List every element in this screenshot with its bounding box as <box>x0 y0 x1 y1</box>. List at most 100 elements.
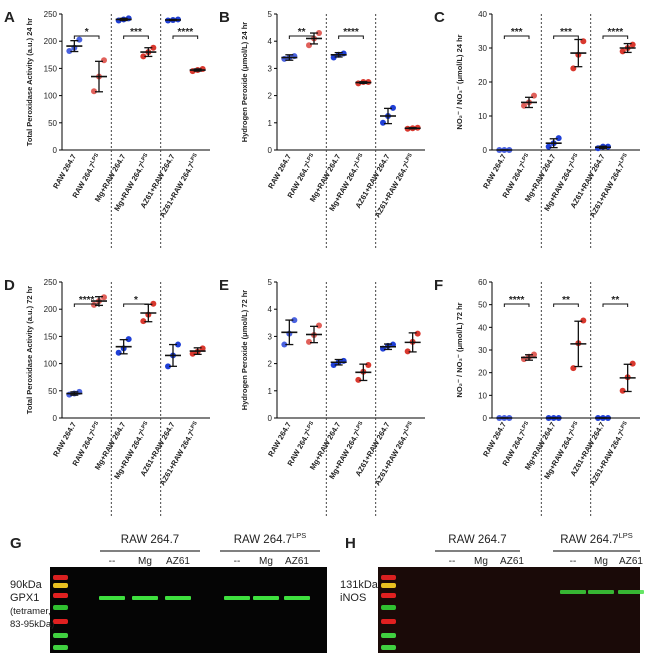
category-name: RAW 264.7 <box>285 430 312 468</box>
category-name: RAW 264.7 <box>70 162 97 200</box>
data-point <box>199 345 206 352</box>
group-header: RAW 264.7LPS <box>560 531 633 546</box>
y-tick-label: 10 <box>478 112 487 121</box>
data-point <box>555 135 562 142</box>
category-name: RAW 264.7 <box>285 162 312 200</box>
lane-label: Mg <box>474 556 488 567</box>
data-point <box>580 317 587 324</box>
ladder-band <box>381 619 396 624</box>
significance-label: ** <box>562 295 570 306</box>
category-name: RAW 264.7 <box>51 421 78 459</box>
data-point <box>175 341 181 348</box>
y-axis-label: Total Peroxidase Activity (a.u.) 24 hr <box>25 18 34 146</box>
ladder-band <box>381 633 396 638</box>
y-tick-label: 60 <box>478 278 487 287</box>
marker-label: 90kDa <box>10 579 43 591</box>
significance-bracket <box>123 35 149 39</box>
significance-label: **** <box>178 27 194 38</box>
y-tick-label: 0 <box>268 414 273 423</box>
y-tick-label: 250 <box>44 10 58 19</box>
y-tick-label: 0 <box>483 414 488 423</box>
lane-label: -- <box>109 556 116 567</box>
significance-bracket <box>503 35 530 39</box>
category-superscript: LPS <box>618 152 629 165</box>
significance-label: **** <box>79 295 95 306</box>
protein-band <box>165 596 191 600</box>
marker-label: (tetramer, <box>10 606 51 617</box>
ladder-band <box>53 645 68 650</box>
significance-label: *** <box>130 27 142 38</box>
category-name: RAW 264.7 <box>500 162 527 200</box>
ladder-band <box>53 605 68 610</box>
ladder-band <box>381 593 396 598</box>
lane-label: Mg <box>594 556 608 567</box>
significance-bracket <box>602 35 629 39</box>
group-name: RAW 264.7 <box>234 534 292 546</box>
y-axis-label: Total Peroxidase Activity (a.u.) 72 hr <box>25 286 34 414</box>
category-superscript: LPS <box>139 420 150 433</box>
category-superscript: LPS <box>403 152 414 165</box>
protein-band <box>132 596 158 600</box>
panel-label: B <box>219 9 230 26</box>
lane-label: Mg <box>259 556 273 567</box>
data-point <box>150 300 157 307</box>
category-name: RAW 264.7 <box>481 421 508 459</box>
data-point <box>531 351 537 358</box>
y-tick-label: 4 <box>268 37 273 46</box>
protein-band <box>224 596 250 600</box>
data-point <box>355 376 362 383</box>
y-tick-label: 0 <box>268 146 273 155</box>
y-tick-label: 250 <box>44 278 58 287</box>
group-name: RAW 264.7 <box>121 534 179 546</box>
significance-bracket <box>338 35 364 39</box>
panel-label: A <box>4 9 15 26</box>
category-name: RAW 264.7 <box>51 153 78 191</box>
significance-bracket <box>123 303 149 307</box>
ladder-band <box>381 575 396 580</box>
significance-label: *** <box>511 27 523 38</box>
data-point <box>101 294 107 301</box>
significance-label: ** <box>298 27 306 38</box>
lane-label: -- <box>234 556 241 567</box>
data-point <box>165 363 171 370</box>
y-axis-label: Hydrogen Peroxide (μmol/L) 24 hr <box>240 22 249 143</box>
marker-label: 83-95kDa) <box>10 619 54 630</box>
data-point <box>365 361 372 368</box>
y-tick-label: 0 <box>483 146 488 155</box>
y-tick-label: 100 <box>44 92 58 101</box>
y-tick-label: 200 <box>44 305 58 314</box>
protein-band <box>618 590 644 594</box>
y-tick-label: 40 <box>478 10 487 19</box>
ladder-band <box>53 593 68 598</box>
category-superscript: LPS <box>520 420 531 433</box>
group-name: RAW 264.7 <box>448 534 506 546</box>
category-superscript: LPS <box>188 152 199 165</box>
y-tick-label: 1 <box>268 119 273 128</box>
y-tick-label: 100 <box>44 360 58 369</box>
group-superscript: LPS <box>292 531 306 540</box>
group-header: RAW 264.7 <box>121 534 179 546</box>
data-point <box>545 143 552 150</box>
significance-bracket <box>602 303 629 307</box>
data-point <box>330 361 337 368</box>
y-tick-label: 20 <box>478 369 487 378</box>
category-superscript: LPS <box>618 420 629 433</box>
data-point <box>390 104 396 111</box>
significance-label: **** <box>343 27 359 38</box>
x-tick-label: RAW 264.7 <box>266 421 293 459</box>
data-point <box>306 42 312 49</box>
y-tick-label: 0 <box>53 414 58 423</box>
y-tick-label: 4 <box>268 305 273 314</box>
significance-label: *** <box>560 27 572 38</box>
significance-bracket <box>172 35 199 39</box>
significance-label: * <box>85 27 89 38</box>
category-superscript: LPS <box>354 420 365 433</box>
protein-band <box>284 596 310 600</box>
group-superscript: LPS <box>619 531 633 540</box>
y-tick-label: 150 <box>44 64 58 73</box>
significance-label: **** <box>509 295 525 306</box>
data-point <box>619 387 626 394</box>
data-point <box>619 48 626 55</box>
data-point <box>414 330 421 337</box>
panel-label: C <box>434 9 445 26</box>
